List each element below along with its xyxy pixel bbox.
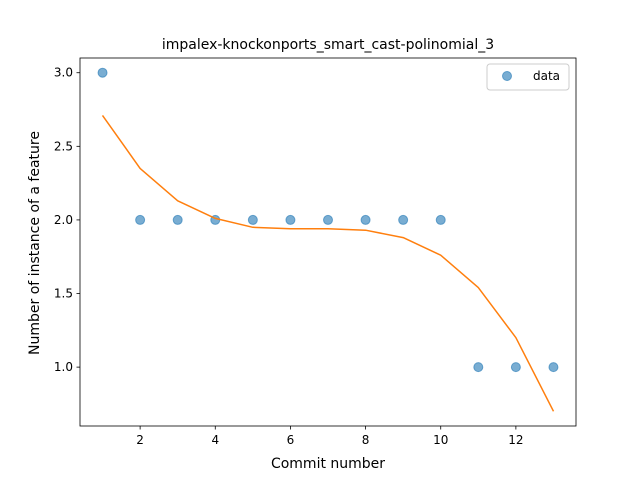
x-tick-label: 6: [287, 433, 295, 447]
legend-box: [486, 63, 570, 91]
chart-title: impalex-knockonports_smart_cast-polinomi…: [162, 37, 494, 53]
data-point: [247, 214, 258, 225]
legend: data: [486, 63, 570, 91]
x-tick-label: 4: [211, 433, 219, 447]
y-tick-label: 1.0: [54, 360, 73, 374]
x-tick-label: 12: [508, 433, 523, 447]
y-tick-label: 1.5: [54, 287, 73, 301]
data-point: [398, 214, 409, 225]
data-point: [285, 214, 296, 225]
y-tick-label: 2.5: [54, 139, 73, 153]
y-axis-label: Number of instance of a feature: [27, 131, 43, 355]
data-point: [135, 214, 146, 225]
x-tick-label: 8: [362, 433, 370, 447]
legend-marker: [502, 71, 512, 81]
y-tick-label: 2.0: [54, 213, 73, 227]
fit-line: [101, 114, 555, 412]
data-point: [510, 362, 521, 373]
legend-label: data: [533, 69, 560, 83]
x-tick-label: 10: [433, 433, 448, 447]
plot-frame: [79, 57, 577, 427]
data-point: [360, 214, 371, 225]
x-axis-label: Commit number: [271, 456, 385, 472]
data-point: [435, 214, 446, 225]
y-tick-label: 3.0: [54, 66, 73, 80]
data-point: [323, 214, 333, 225]
data-point: [172, 214, 183, 225]
data-point: [548, 362, 559, 373]
data-point: [97, 67, 108, 78]
x-tick-label: 2: [136, 433, 144, 447]
data-point: [473, 362, 484, 373]
